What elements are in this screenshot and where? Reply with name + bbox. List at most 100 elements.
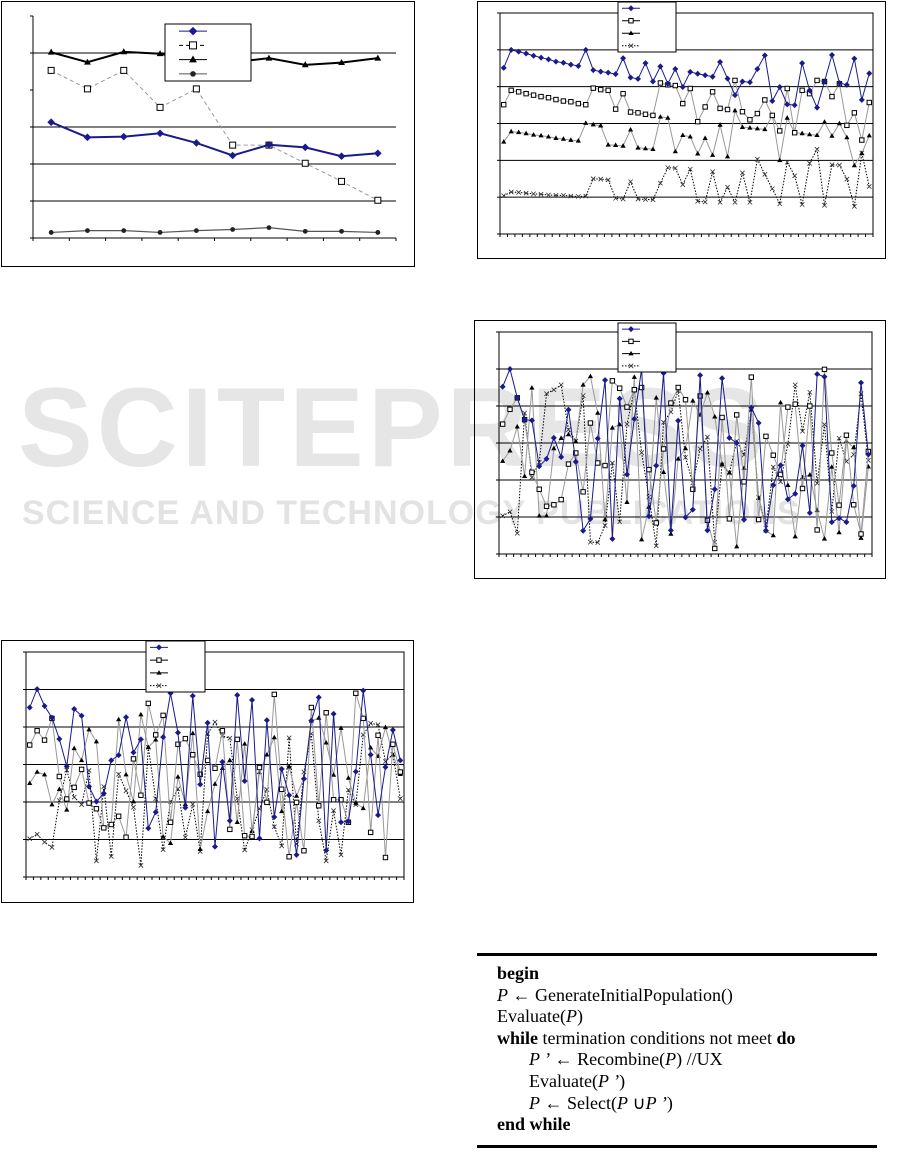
data-point [792,490,799,497]
series-line [29,687,401,855]
data-point [733,440,740,446]
data-point [754,110,761,117]
series-4 [48,225,381,235]
data-point [153,732,159,738]
data-point [642,196,648,202]
data-point [558,382,564,388]
data-point [702,199,708,205]
data-point [836,502,842,508]
algorithm-line: begin [497,963,539,983]
data-point [799,442,806,449]
legend [164,23,252,82]
data-point [828,519,835,526]
data-point [814,507,820,513]
data-point [653,395,659,400]
data-point [777,462,784,469]
data-point [266,225,272,231]
data-point [49,801,55,807]
data-point [249,697,256,703]
data-point [119,132,128,141]
data-point [108,853,114,859]
code-text: ) [576,1006,583,1027]
data-point [866,99,872,106]
data-point [71,706,78,712]
data-point [638,384,645,391]
data-point [859,150,865,156]
data-point [530,92,537,98]
data-point [523,50,530,57]
algorithm-line: while termination conditions not meet do [497,1028,796,1048]
data-point [234,692,241,699]
data-point [624,421,630,427]
data-point [859,137,865,143]
data-point [814,371,821,378]
data-point [631,387,638,393]
data-point [63,763,70,770]
data-point [807,472,813,477]
data-point [160,847,166,853]
data-point [531,191,537,197]
data-point [645,513,652,520]
code-text: ) [619,1071,626,1091]
data-point [682,445,689,451]
data-point [687,166,693,172]
data-point [160,712,166,719]
data-point [799,202,805,208]
data-point [590,85,596,91]
data-point [56,798,62,803]
data-point [543,455,550,462]
series-1 [499,366,872,542]
data-point [226,817,233,824]
data-point [338,819,344,826]
data-point [575,63,582,70]
data-point [580,382,586,387]
data-point [543,503,550,509]
data-point [47,118,55,126]
data-point [695,198,701,204]
data-point [308,704,315,711]
legend-marker-dot [190,71,196,77]
data-point [762,527,769,534]
data-point [279,786,285,792]
data-point [682,514,689,521]
series-line [29,693,401,858]
data-point [717,58,724,65]
code-text: ∪ [627,1092,646,1113]
data-point [697,372,704,379]
data-point [550,434,557,441]
series-line [51,227,378,234]
data-point [219,728,226,734]
data-point [227,757,233,763]
data-point [93,738,100,744]
data-point [704,527,711,534]
legend-marker-triangle [189,55,197,63]
data-point [529,469,535,475]
data-point [234,736,240,743]
data-point [770,482,777,489]
data-point [587,420,594,426]
data-point [507,406,513,413]
series-line [50,69,379,201]
data-point [689,506,696,513]
code-text: P [665,1049,677,1070]
data-point [337,152,346,161]
data-point [575,193,581,199]
data-point [836,162,842,168]
data-point [116,771,122,777]
data-point [212,843,218,850]
data-point [560,136,567,141]
data-point [836,515,843,522]
data-point [152,809,159,816]
data-point [697,393,703,399]
chart-frame [1,640,414,903]
legend [617,322,677,373]
data-point [829,508,835,514]
data-point [83,133,92,142]
data-point [829,162,835,168]
data-point [665,165,671,171]
data-point [508,87,514,94]
data-point [552,58,559,65]
data-point [754,125,760,131]
data-point [761,52,768,59]
series-4 [500,382,871,549]
